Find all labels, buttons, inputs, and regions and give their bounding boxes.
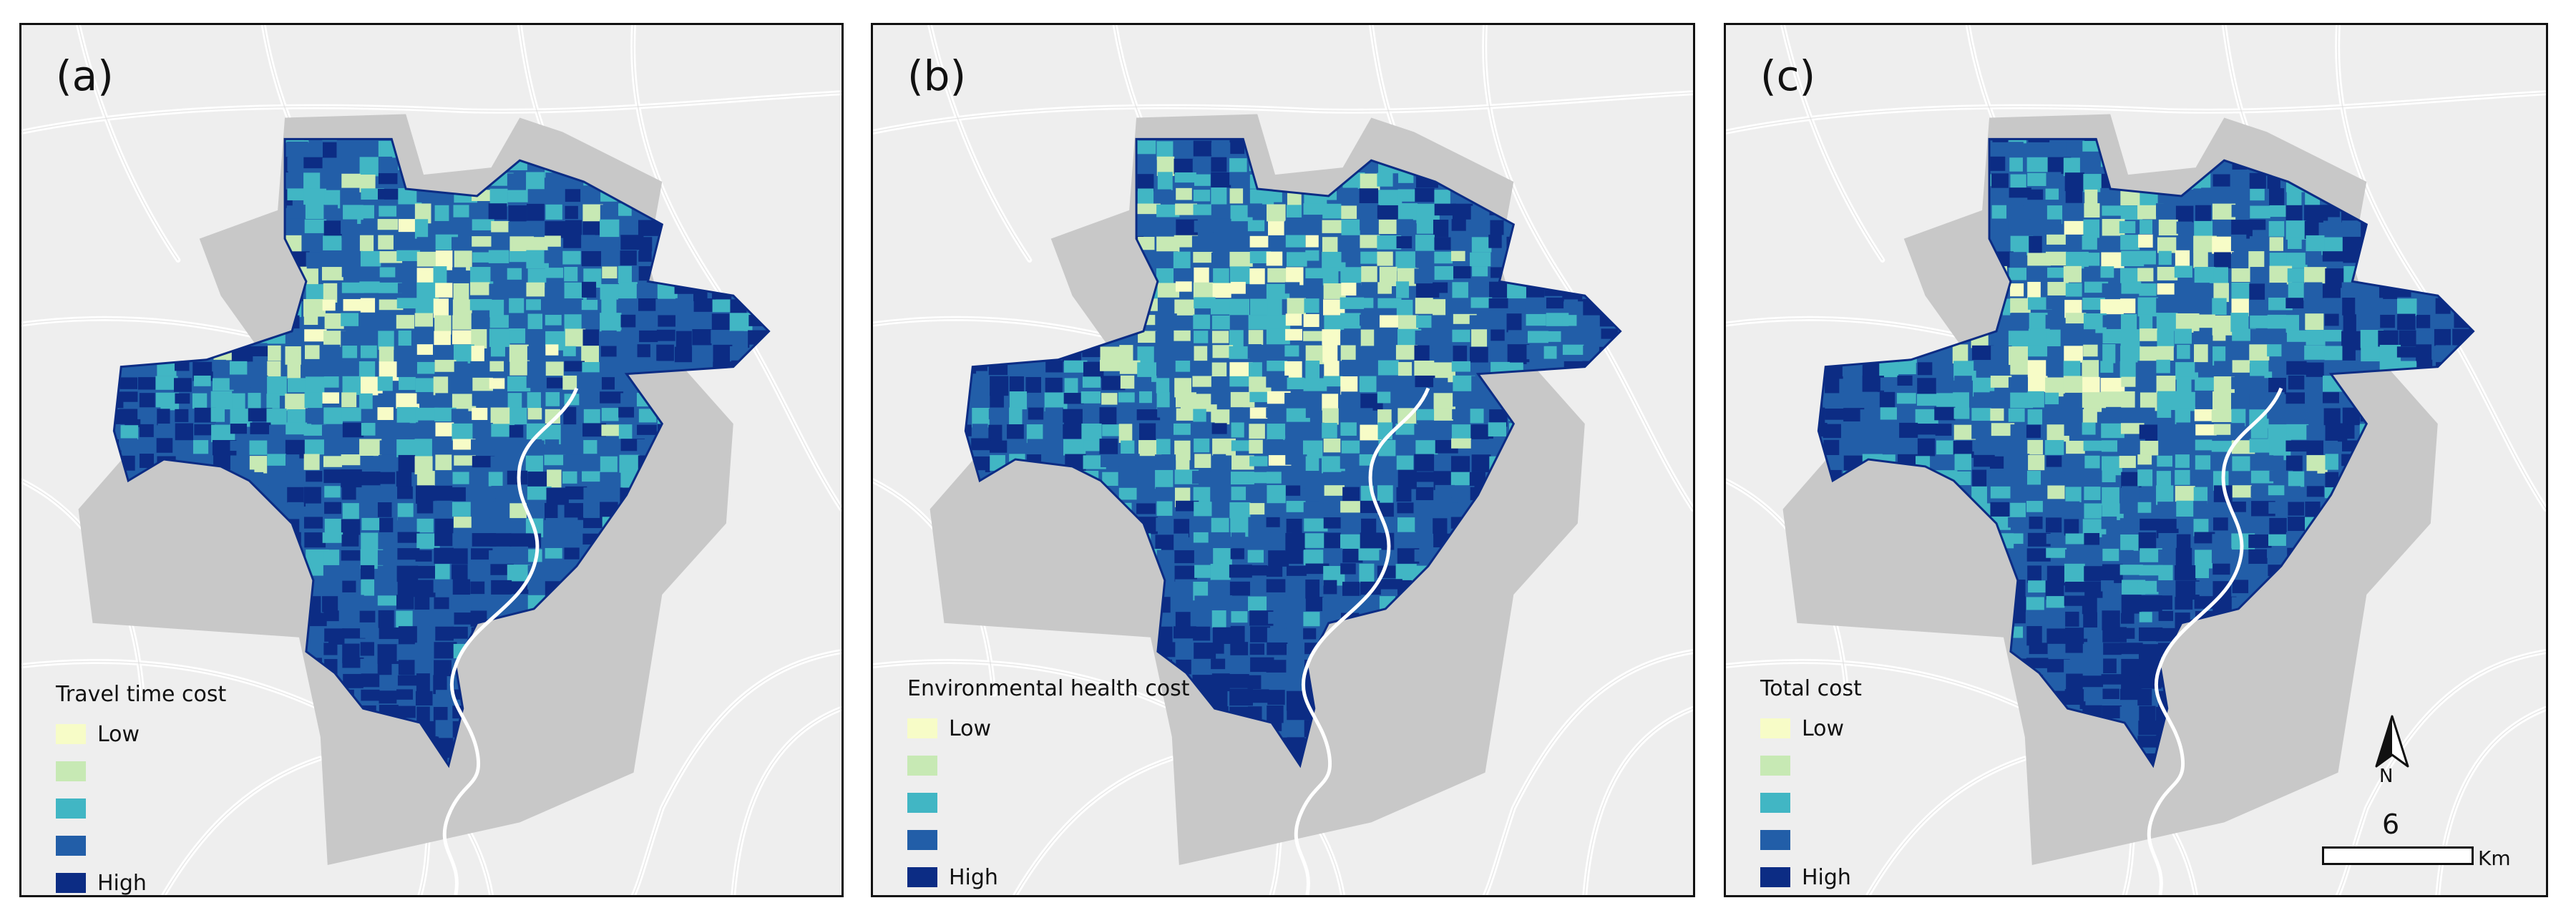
legend-item-high: High [907, 859, 1190, 895]
legend-title: Environmental health cost [907, 676, 1190, 701]
legend-swatch-2 [907, 756, 937, 776]
legend-label-high: High [1802, 864, 1851, 890]
legend-swatch-5 [907, 867, 937, 887]
legend-item-3 [56, 790, 226, 827]
legend-swatch-2 [56, 761, 86, 781]
legend-title: Travel time cost [56, 682, 227, 707]
legend-swatch-1 [56, 724, 86, 744]
map-canvas [873, 25, 1693, 895]
legend-label-low: Low [97, 721, 140, 747]
legend-item-2 [907, 747, 1190, 784]
legend-swatch-3 [907, 793, 937, 813]
legend-item-3 [907, 784, 1190, 821]
panel-label: (c) [1760, 52, 1816, 100]
legend-swatch-4 [1760, 830, 1790, 850]
map-canvas [21, 25, 841, 895]
legend-item-low: Low [1760, 710, 1862, 747]
legend-label-low: Low [1802, 716, 1845, 741]
panel-label: (a) [56, 52, 114, 100]
legend-swatch-2 [1760, 756, 1790, 776]
legend: Total cost Low High [1760, 676, 1862, 895]
legend-item-low: Low [907, 710, 1190, 747]
legend-swatch-3 [1760, 793, 1790, 813]
legend-swatch-4 [907, 830, 937, 850]
legend-swatch-4 [56, 836, 86, 856]
legend: Environmental health cost Low High [907, 676, 1190, 895]
legend-swatch-1 [907, 718, 937, 738]
legend-item-4 [907, 821, 1190, 859]
legend-item-2 [1760, 747, 1862, 784]
legend-item-4 [56, 827, 226, 864]
scale-bar-unit: Km [2478, 846, 2511, 870]
legend-label-high: High [949, 864, 998, 890]
legend-title: Total cost [1760, 676, 1862, 701]
legend-swatch-1 [1760, 718, 1790, 738]
scale-bar [2322, 846, 2474, 865]
legend-item-high: High [56, 864, 226, 896]
scale-bar-value: 6 [2382, 809, 2400, 840]
map-panel-travel-time-cost: (a) Travel time cost Low High [19, 23, 844, 897]
legend-item-low: Low [56, 716, 226, 753]
legend-swatch-5 [1760, 867, 1790, 887]
map-panel-total-cost: (c) Total cost Low High N 6 Km [1724, 23, 2548, 897]
legend-swatch-3 [56, 799, 86, 819]
legend: Travel time cost Low High [56, 682, 227, 896]
north-arrow-icon [2375, 715, 2409, 768]
legend-label-low: Low [949, 716, 992, 741]
legend-item-2 [56, 753, 226, 790]
north-arrow-label: N [2379, 766, 2394, 787]
legend-swatch-5 [56, 873, 86, 893]
legend-item-high: High [1760, 859, 1862, 895]
panel-label: (b) [907, 52, 967, 100]
map-panel-environmental-health-cost: (b) Environmental health cost Low High [871, 23, 1695, 897]
legend-item-3 [1760, 784, 1862, 821]
legend-label-high: High [97, 870, 147, 896]
map-canvas [1726, 25, 2546, 895]
legend-item-4 [1760, 821, 1862, 859]
